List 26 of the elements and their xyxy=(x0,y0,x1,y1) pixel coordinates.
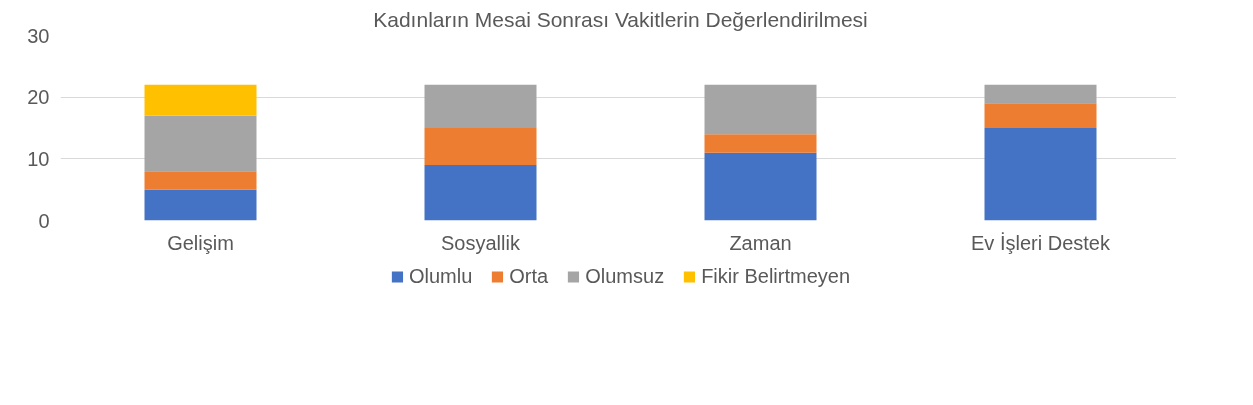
y-tick-label: 10 xyxy=(27,147,50,170)
legend-label: Orta xyxy=(509,264,549,288)
bar xyxy=(984,128,1097,221)
bar xyxy=(704,152,817,221)
legend-label: Olumsuz xyxy=(585,264,665,288)
chart-title: Kadınların Mesai Sonrası Vakitlerin Değerlendirilmesi xyxy=(373,7,868,31)
x-tick-label: Sosyallik xyxy=(441,231,521,254)
bar xyxy=(424,84,537,128)
bar xyxy=(424,128,537,165)
bar xyxy=(144,171,257,190)
bar xyxy=(704,84,817,135)
x-tick-label: Gelişim xyxy=(167,231,234,254)
x-tick-label: Zaman xyxy=(729,231,792,254)
x-tick-label: Ev İşleri Destek xyxy=(971,231,1111,254)
bar xyxy=(704,134,817,153)
legend-label: Fikir Belirtmeyen xyxy=(701,264,851,288)
bar xyxy=(144,115,257,172)
y-tick-label: 20 xyxy=(27,86,50,109)
bar xyxy=(144,84,257,116)
bar xyxy=(984,84,1097,104)
bar xyxy=(984,103,1097,128)
legend-label: Olumlu xyxy=(408,264,473,288)
bar xyxy=(144,189,257,221)
y-tick-label: 0 xyxy=(38,209,50,232)
y-tick-label: 30 xyxy=(27,24,50,47)
bar xyxy=(424,165,537,221)
